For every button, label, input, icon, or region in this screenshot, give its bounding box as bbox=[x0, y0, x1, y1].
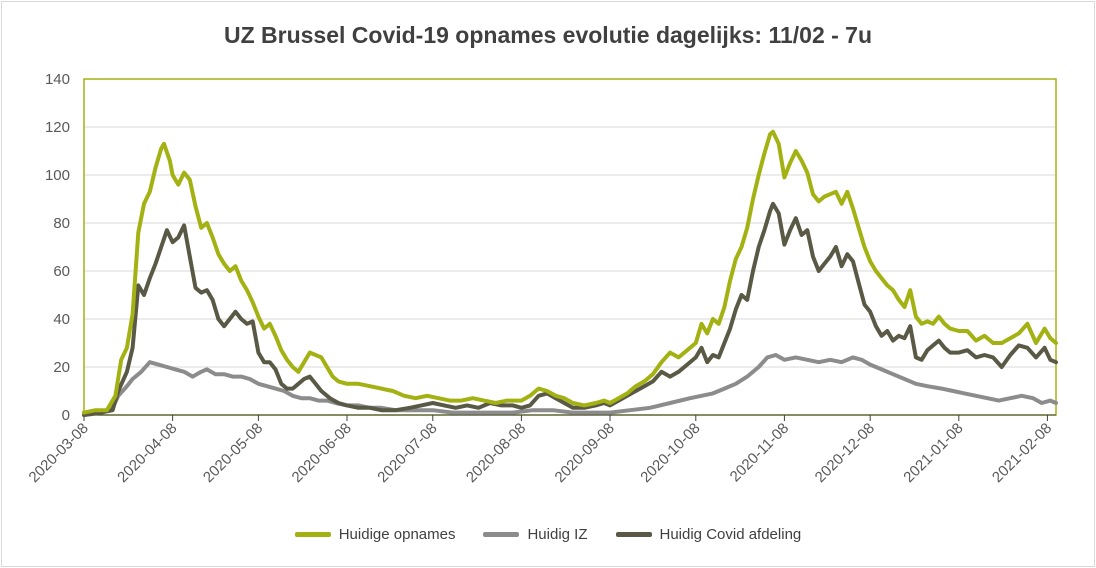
x-tick-label: 2020-11-08 bbox=[727, 420, 792, 485]
y-tick-label: 140 bbox=[45, 71, 70, 88]
legend-item-huidige-opnames: Huidige opnames bbox=[294, 526, 456, 543]
chart-title: UZ Brussel Covid-19 opnames evolutie dag… bbox=[223, 22, 873, 48]
legend-label-huidige-opnames: Huidige opnames bbox=[338, 526, 456, 543]
line-chart: 0 20 40 60 80 100 120 140 2020-03-08 2020-04-08 20… bbox=[26, 71, 1058, 486]
x-tick-label: 2020-10-08 bbox=[637, 420, 703, 486]
y-tick-label: 40 bbox=[53, 311, 70, 328]
x-tick-label: 2020-12-08 bbox=[812, 420, 878, 486]
legend-item-huidig-iz: Huidig IZ bbox=[483, 526, 588, 543]
y-tick-label: 80 bbox=[53, 215, 70, 232]
series-line-huidige-opnames bbox=[82, 129, 1058, 415]
plot-area-border bbox=[83, 78, 1057, 416]
x-tick-label: 2020-06-08 bbox=[289, 420, 355, 486]
y-tick-label: 0 bbox=[62, 407, 70, 424]
legend-label-huidig-iz: Huidig IZ bbox=[527, 526, 588, 543]
x-tick-label: 2020-08-08 bbox=[463, 420, 529, 486]
series-line-huidig-covid-afdeling bbox=[82, 201, 1058, 417]
x-tick-label: 2020-07-08 bbox=[374, 420, 440, 486]
y-tick-label: 120 bbox=[45, 119, 70, 136]
y-tick-label: 20 bbox=[53, 359, 70, 376]
legend-swatch-huidige-opnames bbox=[294, 532, 331, 537]
x-tick-label: 2020-04-08 bbox=[114, 420, 180, 486]
x-tick-label: 2020-05-08 bbox=[200, 420, 266, 486]
legend-swatch-huidig-covid-afdeling bbox=[615, 532, 652, 537]
x-tick-label: 2021-02-08 bbox=[989, 420, 1055, 486]
chart-legend: Huidige opnames Huidig IZ Huidig Covid a… bbox=[0, 526, 1096, 543]
x-tick-label: 2021-01-08 bbox=[900, 420, 966, 486]
legend-item-huidig-covid-afdeling: Huidig Covid afdeling bbox=[615, 526, 802, 543]
legend-label-huidig-covid-afdeling: Huidig Covid afdeling bbox=[659, 526, 802, 543]
x-tick-label: 2020-09-08 bbox=[552, 420, 618, 486]
legend-swatch-huidig-iz bbox=[483, 532, 520, 537]
series-line-huidig-iz bbox=[82, 353, 1058, 417]
y-tick-label: 60 bbox=[53, 263, 70, 280]
y-tick-label: 100 bbox=[45, 167, 70, 184]
x-tick-label: 2020-03-08 bbox=[26, 420, 92, 486]
